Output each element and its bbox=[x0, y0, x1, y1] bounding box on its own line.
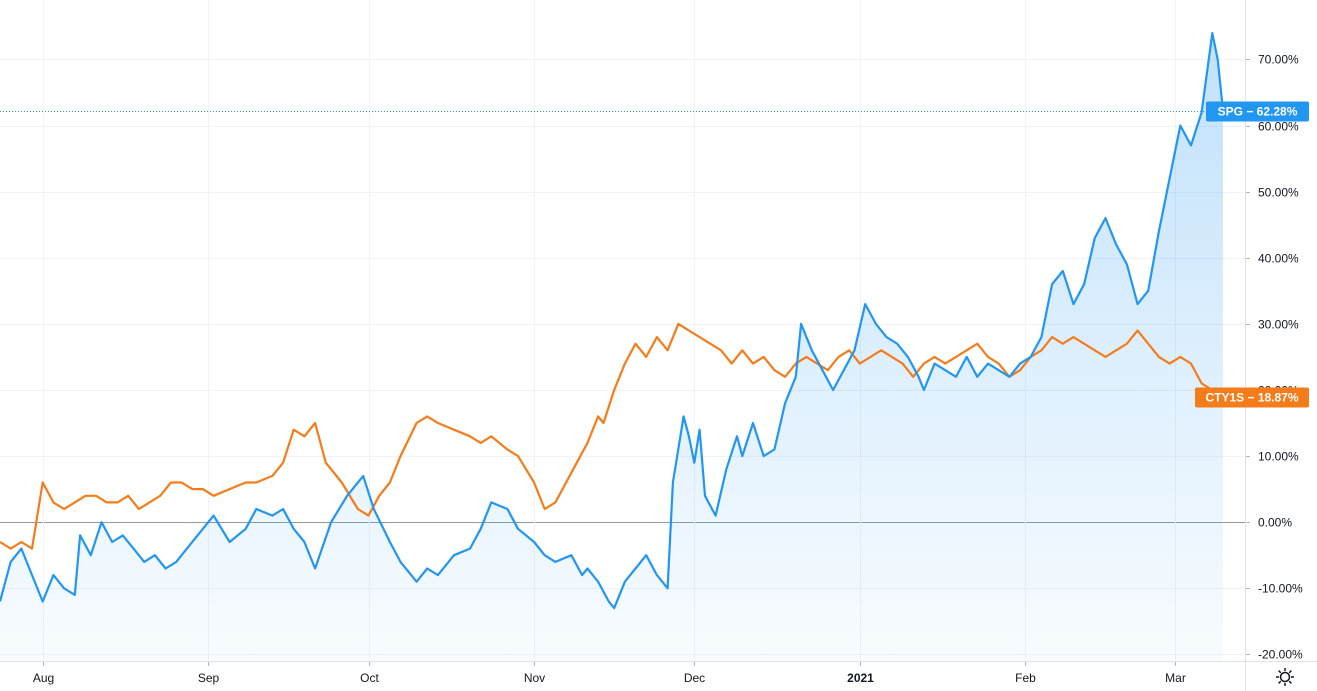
x-tick-label: Oct bbox=[360, 671, 379, 685]
plot-area[interactable] bbox=[0, 32, 1225, 661]
last-value-labels: SPG − 62.28% CTY1S − 18.87% bbox=[1195, 101, 1309, 408]
x-tick-label: Nov bbox=[524, 671, 545, 685]
x-tick-label: Dec bbox=[684, 671, 705, 685]
y-tick-label: 40.00% bbox=[1258, 252, 1299, 266]
series-line-cty1s[interactable] bbox=[0, 322, 1224, 550]
x-tick-label: Feb bbox=[1015, 671, 1036, 685]
y-tick-label: 10.00% bbox=[1258, 450, 1299, 464]
y-tick-label: 50.00% bbox=[1258, 186, 1299, 200]
x-tick-label: Aug bbox=[33, 671, 54, 685]
time-axis[interactable]: Aug Sep Oct Nov Dec 2021 Feb Mar bbox=[33, 662, 1186, 685]
label-pill bbox=[1195, 387, 1309, 408]
label-pill bbox=[1206, 101, 1309, 122]
series-line-spg[interactable] bbox=[0, 32, 1225, 610]
series-area-spg bbox=[0, 33, 1223, 661]
y-tick-label: -10.00% bbox=[1258, 582, 1303, 596]
x-tick-label: 2021 bbox=[847, 671, 874, 685]
y-tick-label: 0.00% bbox=[1258, 516, 1292, 530]
y-tick-label: 60.00% bbox=[1258, 120, 1299, 134]
y-tick-label: 70.00% bbox=[1258, 53, 1299, 67]
settings-button[interactable] bbox=[1276, 668, 1294, 686]
x-tick-label: Mar bbox=[1165, 671, 1186, 685]
x-tick-label: Sep bbox=[198, 671, 220, 685]
label-text: SPG − 62.28% bbox=[1218, 105, 1298, 119]
gear-icon bbox=[1276, 668, 1294, 686]
last-value-label-cty1s: CTY1S − 18.87% bbox=[1195, 387, 1309, 408]
label-text: CTY1S − 18.87% bbox=[1205, 391, 1298, 405]
last-value-label-spg: SPG − 62.28% bbox=[1206, 101, 1309, 122]
y-tick-label: 30.00% bbox=[1258, 318, 1299, 332]
y-tick-label: -20.00% bbox=[1258, 648, 1303, 662]
